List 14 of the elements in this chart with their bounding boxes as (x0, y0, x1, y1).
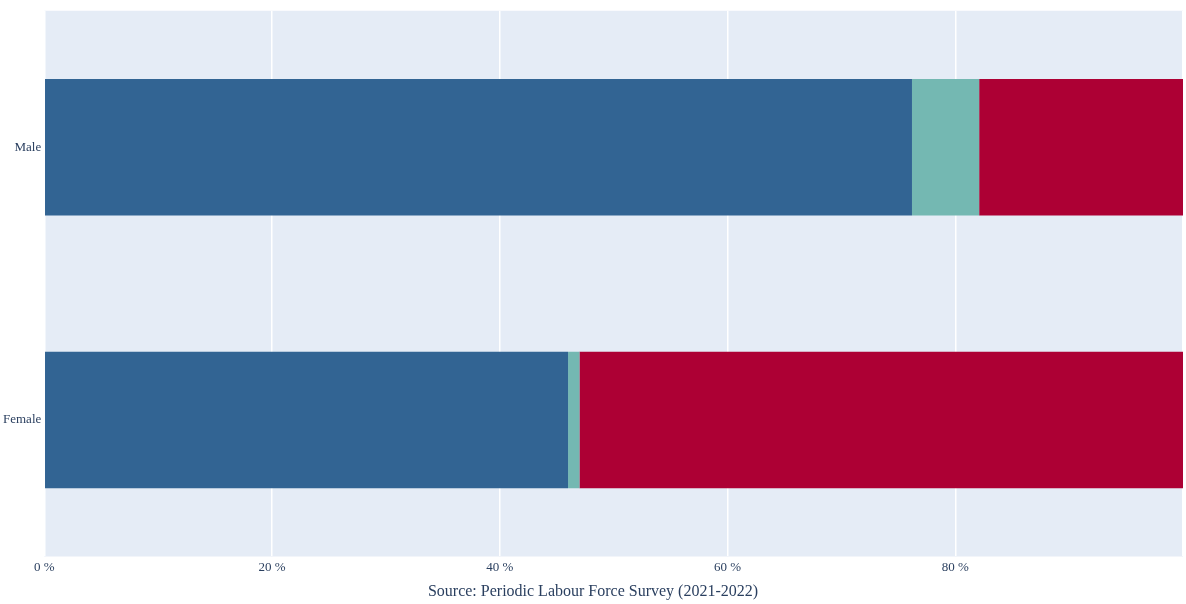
x-tick-label: 0 % (33, 558, 55, 574)
bar (45, 351, 569, 489)
bar (579, 351, 1183, 489)
x-tick-label: 80 % (941, 558, 969, 574)
x-tick-label: 40 % (486, 558, 514, 574)
bar (568, 351, 580, 489)
x-tick-label: 60 % (713, 558, 742, 574)
bar (979, 79, 1183, 216)
bar (911, 79, 980, 216)
y-tick-label: Female (3, 411, 42, 427)
x-tick-label: 20 % (258, 558, 286, 574)
bar (45, 79, 912, 216)
y-tick-label: Male (14, 138, 42, 154)
source-note: Source: Periodic Labour Force Survey (2021-2022) (426, 582, 760, 600)
